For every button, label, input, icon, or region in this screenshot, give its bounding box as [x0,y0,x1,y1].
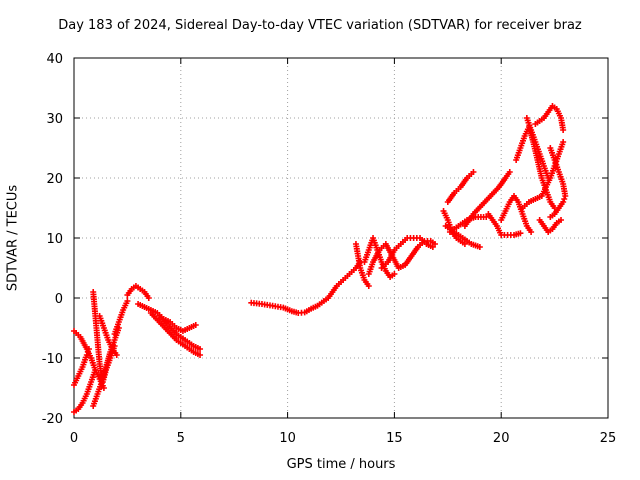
series-seg29 [536,217,565,235]
x-tick-label: 0 [70,431,78,446]
series-seg2 [71,346,92,388]
series-seg21 [461,169,513,229]
y-axis-label: SDTVAR / TECUs [5,184,21,292]
series-seg6 [96,313,120,358]
data-point [517,230,524,237]
y-tick-label: -10 [42,352,63,367]
x-tick-label: 20 [493,431,510,446]
series-seg8 [124,283,152,301]
y-tick-label: 20 [46,172,63,187]
data-point [100,385,107,391]
data-point [560,199,567,205]
y-tick-label: -20 [42,412,63,427]
grid-lines [74,58,608,418]
data-point [429,244,436,250]
series-seg12 [248,259,364,316]
series-seg23 [498,193,535,235]
data-point [197,352,204,358]
data-point [83,352,90,358]
data-point [124,298,131,304]
data-point [528,229,535,235]
data-point [192,322,199,328]
series-seg11 [156,313,204,352]
axis-ticks: 0 5 10 15 20 25 -20 -10 0 10 20 30 40 [42,52,617,446]
series-seg26 [519,139,567,211]
data-point [365,283,372,289]
y-tick-label: 40 [46,52,63,67]
series-seg3 [71,367,99,415]
data-point [470,169,477,175]
data-point [197,346,204,352]
x-tick-label: 15 [386,431,403,446]
series-seg28 [547,145,569,220]
data-point [145,295,152,301]
series-seg15 [365,238,438,277]
x-tick-label: 25 [600,431,617,446]
y-tick-label: 10 [46,232,63,247]
series-seg13 [352,241,372,289]
series-seg27 [532,103,567,133]
data-point [391,271,398,277]
series-seg22 [485,211,524,238]
data-point [506,169,513,175]
x-axis-label: GPS time / hours [286,457,396,472]
data-point [113,352,120,358]
trace-marker [561,196,568,202]
data-point [560,139,567,145]
trace-marker [84,349,91,355]
data-points [71,103,569,415]
data-point [560,127,567,133]
data-point [547,145,554,151]
series-seg25 [523,115,552,181]
y-tick-label: 30 [46,112,63,127]
x-tick-label: 10 [279,431,296,446]
series-seg16 [378,235,436,271]
data-point [476,244,483,250]
series-seg18 [444,169,477,205]
series-seg19 [442,223,483,250]
series-seg10 [147,310,204,358]
data-point [92,367,99,373]
y-tick-label: 0 [55,292,63,307]
data-point [558,217,565,223]
x-tick-label: 5 [177,431,185,446]
series-seg14 [361,235,398,280]
chart-title: Day 183 of 2024, Sidereal Day-to-day VTE… [58,18,582,33]
series-seg7 [111,298,131,337]
data-point [85,346,92,352]
